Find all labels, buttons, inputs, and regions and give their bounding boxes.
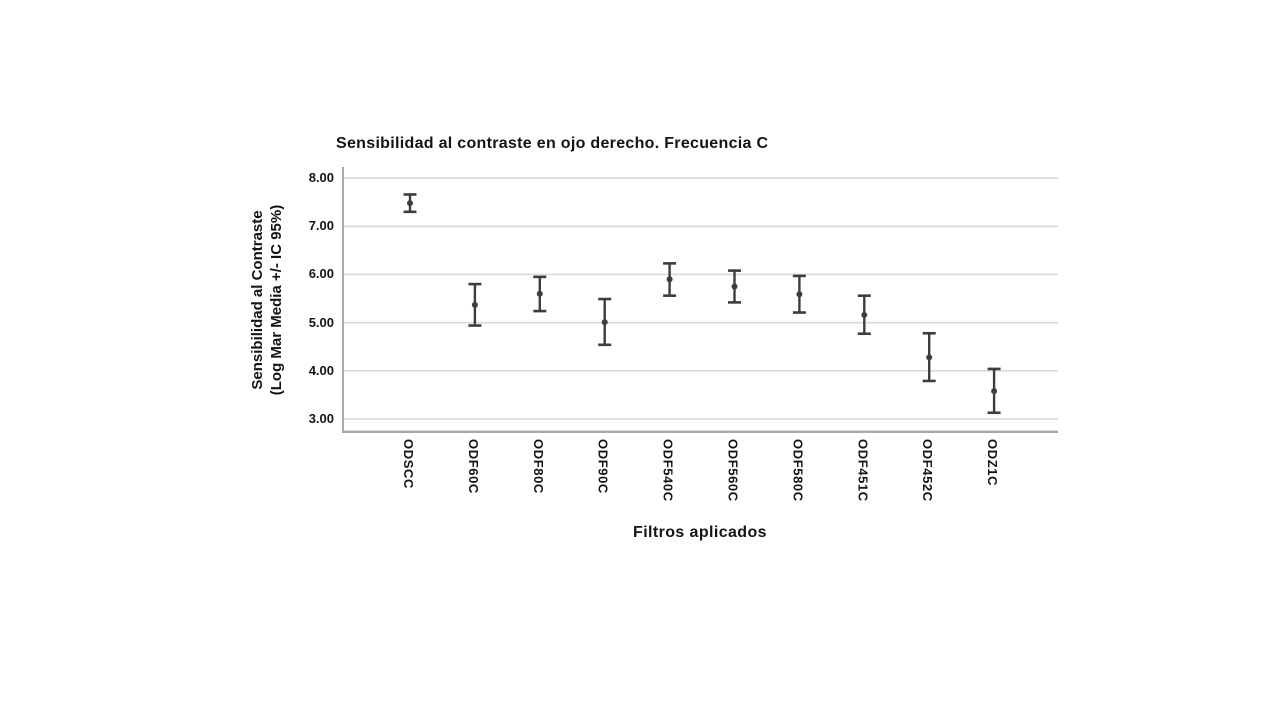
x-tick-label: ODSCC: [401, 439, 416, 489]
y-axis-title: Sensibilidad al Contraste (Log Mar Media…: [248, 167, 286, 433]
mean-marker: [731, 283, 738, 290]
y-tick-label: 6.00: [308, 266, 334, 282]
mean-marker: [471, 301, 478, 308]
x-tick-label: ODF60C: [465, 439, 481, 494]
y-axis-title-line2: (Log Mar Media +/- IC 95%): [268, 204, 285, 396]
x-tick-label: ODZ1C: [985, 439, 1001, 487]
y-tick-label: 4.00: [308, 362, 334, 378]
mean-marker: [601, 319, 608, 326]
y-tick-label: 3.00: [308, 411, 334, 427]
mean-marker: [796, 291, 803, 298]
mean-marker: [666, 276, 673, 283]
y-axis-title-line1: Sensibilidad al Contraste: [249, 210, 266, 390]
y-tick-label: 7.00: [308, 218, 334, 234]
x-tick-label: ODF540C: [660, 439, 676, 502]
mean-marker: [536, 290, 543, 297]
x-axis-title: Filtros aplicados: [633, 524, 767, 541]
y-tick-label: 8.00: [308, 170, 334, 186]
chart-title: Sensibilidad al contraste en ojo derecho…: [336, 135, 769, 152]
x-tick-label: ODF80C: [530, 439, 546, 494]
mean-marker: [926, 354, 933, 361]
mean-marker: [861, 311, 868, 318]
x-tick-label: ODF451C: [855, 439, 871, 502]
y-tick-label: 5.00: [308, 314, 334, 330]
x-tick-label: ODF90C: [595, 439, 611, 494]
plot-area: [342, 167, 1058, 433]
x-tick-label: ODF560C: [725, 439, 741, 502]
mean-marker: [407, 200, 413, 207]
x-tick-label: ODF580C: [790, 439, 806, 502]
mean-marker: [991, 388, 998, 395]
x-tick-label: ODF452C: [920, 439, 936, 502]
